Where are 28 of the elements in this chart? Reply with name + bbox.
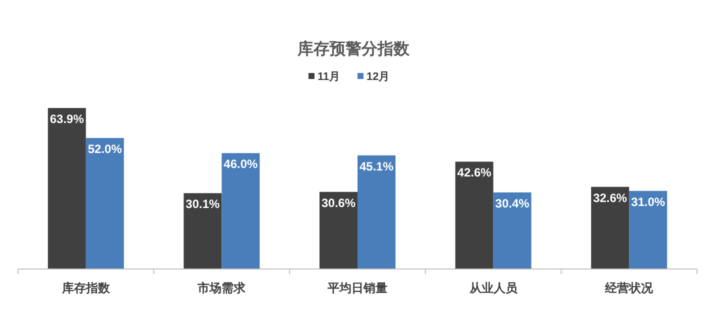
x-tick-label: 经营状况 — [604, 281, 654, 295]
x-tick-label: 平均日销量 — [326, 281, 388, 295]
chart-title: 库存预警分指数 — [296, 40, 410, 58]
legend-label: 11月 — [318, 71, 340, 83]
data-label: 31.0% — [631, 194, 666, 209]
bar — [320, 192, 358, 269]
x-tick-label: 从业人员 — [468, 281, 518, 295]
data-label: 45.1% — [359, 159, 394, 174]
bar — [86, 138, 124, 269]
bar — [48, 108, 86, 269]
data-label: 30.4% — [495, 196, 530, 210]
data-label: 30.1% — [186, 197, 220, 212]
data-label: 46.0% — [224, 157, 258, 172]
bar — [358, 155, 396, 269]
bar — [629, 190, 668, 269]
bar — [591, 186, 630, 269]
legend-label: 12月 — [366, 71, 390, 83]
data-label: 63.9% — [50, 112, 84, 126]
bar — [222, 153, 260, 269]
x-tick-label: 市场需求 — [196, 281, 247, 295]
x-tick-label: 库存指数 — [60, 281, 111, 295]
data-label: 52.0% — [88, 142, 122, 156]
bar — [455, 162, 494, 269]
data-label: 30.6% — [321, 196, 356, 210]
data-label: 42.6% — [457, 166, 492, 180]
bar — [493, 192, 532, 269]
data-label: 32.6% — [593, 190, 628, 205]
bar — [184, 193, 222, 269]
